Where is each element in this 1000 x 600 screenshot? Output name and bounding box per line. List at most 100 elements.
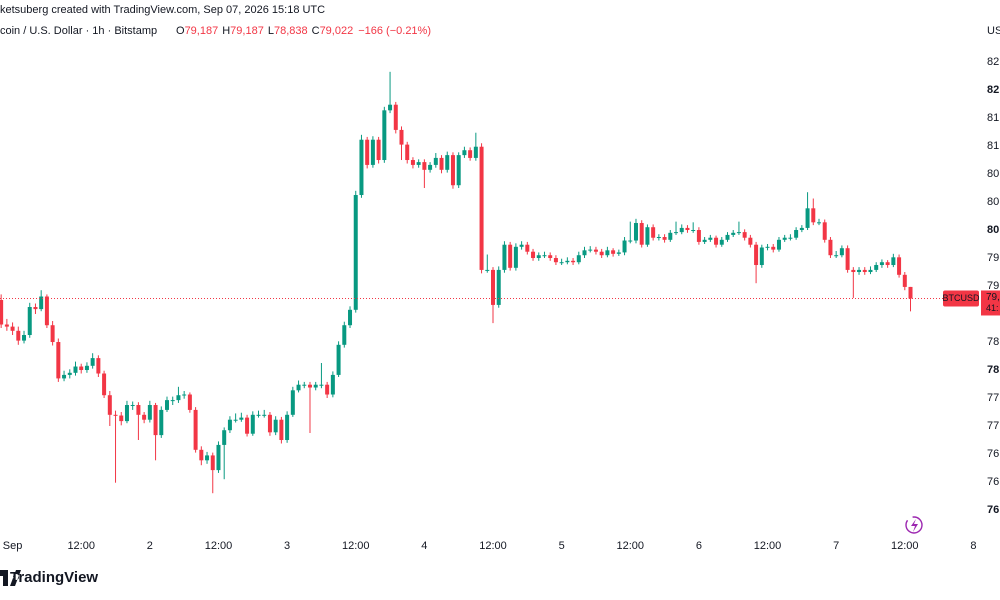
credit: ketsuberg created with TradingView.com, … — [0, 4, 325, 16]
price-tag: 79, — [986, 292, 1000, 303]
candle-body — [376, 139, 381, 161]
candle-body — [456, 155, 461, 186]
candle-body — [879, 262, 884, 266]
tv-logo: TradingView — [0, 569, 98, 586]
candle-body — [4, 324, 9, 327]
candle-body — [262, 414, 267, 416]
ohlc-key: L — [268, 25, 274, 37]
candle-body — [239, 417, 244, 420]
candle-body — [645, 227, 650, 245]
ohlc-value: 79,187 — [185, 25, 219, 37]
candle-body — [142, 414, 147, 420]
candle-body — [485, 269, 490, 271]
candle-body — [296, 384, 301, 391]
candle-body — [353, 195, 358, 310]
symbol: coin / U.S. Dollar · 1h · Bitstamp — [0, 25, 157, 37]
ohlc-value: 79,187 — [230, 25, 264, 37]
countdown: 41: — [986, 303, 999, 313]
candle-body — [845, 248, 850, 270]
candle-body — [433, 157, 438, 165]
candle-body — [113, 414, 118, 416]
candle-body — [102, 373, 107, 396]
candle-body — [851, 269, 856, 273]
x-tick-label: 12:00 — [205, 540, 233, 552]
candle-body — [868, 269, 873, 273]
y-tick-label: 78, — [987, 336, 1000, 348]
candle-body — [84, 365, 89, 371]
x-tick-label: 2 — [147, 540, 153, 552]
lightning-icon — [905, 516, 923, 534]
ohlc-key: O — [176, 25, 185, 37]
y-tick-label: 80, — [987, 224, 1000, 236]
candle-body — [216, 444, 221, 471]
x-tick-label: 12:00 — [617, 540, 645, 552]
candle-body — [50, 325, 55, 343]
x-tick-label: 4 — [421, 540, 427, 552]
y-tick-label: 79, — [987, 252, 1000, 264]
candle-body — [285, 414, 290, 441]
candle-body — [130, 405, 135, 407]
candle-body — [559, 262, 564, 264]
candle-body — [714, 237, 719, 245]
candle-body — [245, 417, 250, 434]
candle-body — [325, 384, 330, 395]
candle-body — [668, 232, 673, 240]
y-tick-label: 80, — [987, 168, 1000, 180]
ohlc-text: O79,187 H79,187 L78,838 C79,022 −166 (−0.21%… — [176, 25, 431, 37]
candle-body — [771, 246, 776, 250]
candle-body — [273, 419, 278, 433]
candle-body — [187, 394, 192, 410]
candle-body — [719, 239, 724, 245]
candle-body — [702, 239, 707, 242]
candle-body — [628, 240, 633, 242]
candle-body — [73, 366, 78, 373]
symbol-tag-bg — [943, 290, 979, 307]
candle-body — [759, 247, 764, 266]
candle-body — [330, 374, 335, 395]
x-tick-label: 12:00 — [67, 540, 95, 552]
candle-body — [170, 400, 175, 402]
y-tick-label: 76, — [987, 448, 1000, 460]
x-tick-label: 8 — [970, 540, 976, 552]
candle-body — [599, 251, 604, 256]
candle-body — [736, 232, 741, 234]
candle-body — [159, 409, 164, 436]
candle-body — [513, 246, 518, 268]
candle-body — [147, 405, 152, 420]
candle-body — [542, 255, 547, 257]
candle-body — [410, 160, 415, 165]
candle-body — [302, 384, 307, 386]
candle-body — [897, 257, 902, 275]
x-tick-label: 3 — [284, 540, 290, 552]
candle-body — [491, 269, 496, 305]
candle-body — [153, 405, 158, 436]
candle-body — [10, 326, 15, 331]
candle-body — [651, 227, 656, 238]
candle-body — [16, 330, 21, 341]
y-tick-label: 77, — [987, 420, 1000, 432]
candle-body — [582, 250, 587, 256]
candle-body — [565, 260, 570, 263]
candle-body — [359, 139, 364, 196]
candle-body — [176, 395, 181, 401]
candle-body — [788, 237, 793, 239]
candle-body — [205, 455, 210, 461]
candle-body — [348, 309, 353, 326]
candle-body — [382, 110, 387, 161]
candle-body — [365, 139, 370, 165]
candle-body — [685, 227, 690, 231]
candle-body — [834, 255, 839, 257]
candle-body — [622, 240, 627, 253]
candle-body — [525, 244, 530, 252]
candle-body — [473, 146, 478, 158]
candle-body — [748, 237, 753, 245]
candle-body — [519, 244, 524, 247]
candle-body — [874, 265, 879, 270]
candle-body — [742, 232, 747, 238]
candle-body — [393, 104, 398, 130]
axes: 82,82,81,81,80,80,80,79,79,78,78,77,77,7… — [3, 56, 1000, 552]
candle-body — [124, 405, 129, 422]
candle-body — [782, 237, 787, 240]
candle-body — [468, 150, 473, 158]
candle-body — [708, 237, 713, 240]
